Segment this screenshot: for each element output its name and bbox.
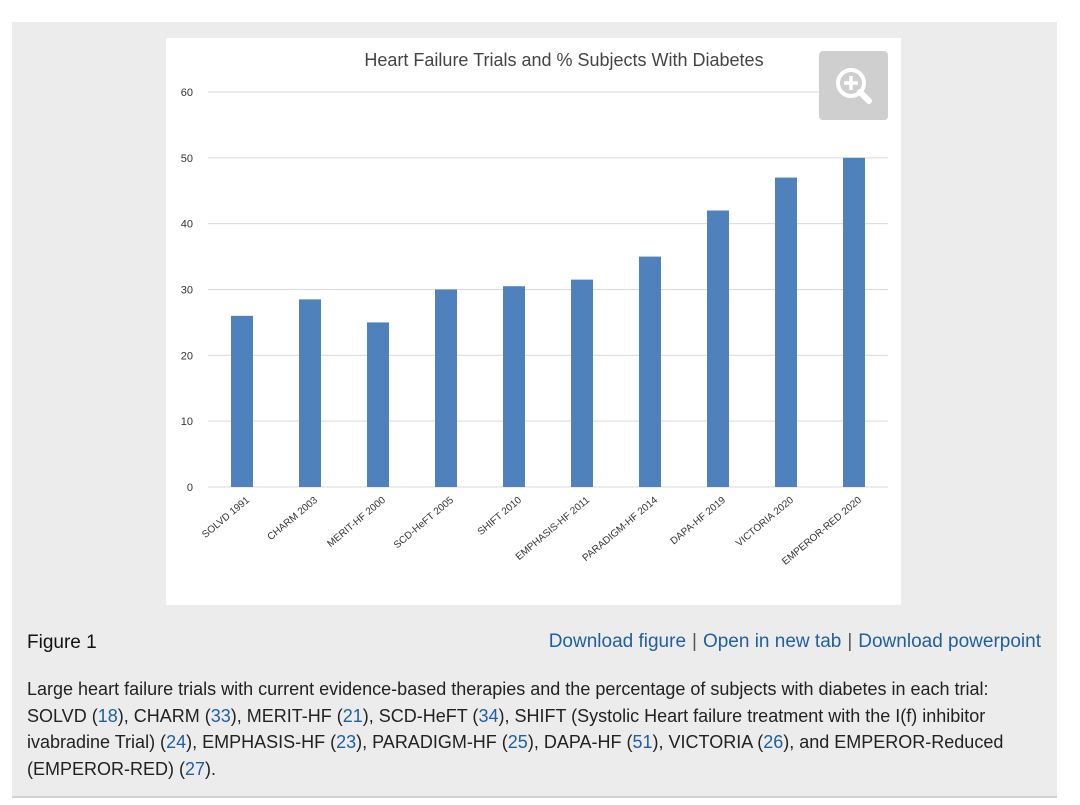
x-tick-label: CHARM 2003 [266,495,321,543]
caption-text: ), CHARM ( [117,705,211,726]
x-tick-label: SOLVD 1991 [200,495,252,541]
caption-text: Large heart failure trials with current … [27,679,989,726]
x-tick-label: EMPHASIS-HF 2011 [514,495,592,563]
bar [707,210,729,487]
y-tick-label: 20 [181,350,193,362]
x-tick-label: DAPA-HF 2019 [669,495,729,548]
caption-text: ), SHIFT (Systolic Heart failure treatme… [27,705,986,753]
download-figure-link[interactable]: Download figure [548,631,687,652]
ref-link[interactable]: 51 [632,732,653,752]
x-tick-label: SHIFT 2010 [476,495,525,538]
zoom-in-icon [836,68,872,104]
chart-card: Heart Failure Trials and % Subjects With… [166,38,901,605]
caption-text: ), and EMPEROR-Reduced (EMPEROR-RED) ( [27,732,1004,779]
bar [435,289,457,487]
figure-links: Download figure | Open in new tab | Download… [549,631,1041,653]
chart-gridlines [208,91,888,488]
caption-text: ), DAPA-HF ( [527,732,633,752]
y-tick-label: 30 [181,285,193,297]
figure-label: Figure 1 [27,632,97,653]
y-axis-ticks: 0 10 20 30 40 50 60 [181,87,193,494]
open-new-tab-link[interactable]: Open in new tab [702,631,842,652]
ref-link[interactable]: 27 [185,758,206,779]
bar [571,279,593,487]
ref-link[interactable]: 25 [507,732,528,752]
caption-text: ), EMPHASIS-HF ( [186,732,337,752]
download-powerpoint-link[interactable]: Download powerpoint [858,631,1041,652]
bar [231,315,253,487]
bar [639,256,661,487]
caption-text: ), PARADIGM-HF ( [356,732,508,752]
chart-bars [231,157,865,488]
bar [367,322,389,487]
ref-link[interactable]: 33 [210,705,231,726]
ref-link[interactable]: 26 [763,732,784,752]
ref-link[interactable]: 34 [478,705,499,726]
y-tick-label: 0 [187,482,193,494]
caption-text: ). [205,758,217,779]
ref-link[interactable]: 24 [166,732,187,752]
link-separator: | [692,631,697,652]
x-axis-ticks: SOLVD 1991 CHARM 2003 MERIT-HF 2000 SCD-HeF… [200,495,864,568]
x-tick-label: SCD-HeFT 2005 [392,495,456,551]
link-separator: | [847,631,853,652]
ref-link[interactable]: 23 [336,732,357,752]
x-tick-label: PARADIGM-HF 2014 [581,495,661,564]
y-tick-label: 50 [181,153,193,165]
caption-text: ), MERIT-HF ( [230,705,343,726]
ref-link[interactable]: 21 [342,705,363,726]
x-tick-label: VICTORIA 2020 [734,495,796,550]
x-tick-label: MERIT-HF 2000 [326,495,389,550]
y-tick-label: 40 [181,219,193,231]
caption-text: ), VICTORIA ( [652,732,764,752]
bar-chart: Heart Failure Trials and % Subjects With… [181,50,888,568]
y-tick-label: 10 [181,416,193,428]
bar [299,299,321,487]
y-tick-label: 60 [181,87,193,99]
figure-caption: Large heart failure trials with current … [27,676,1047,782]
ref-link[interactable]: 18 [97,705,118,726]
chart-title: Heart Failure Trials and % Subjects With… [364,50,763,70]
bar [503,286,525,487]
bar [775,177,797,488]
caption-text: ), SCD-HeFT ( [362,705,479,726]
zoom-button[interactable] [819,51,888,120]
bar [843,157,865,487]
